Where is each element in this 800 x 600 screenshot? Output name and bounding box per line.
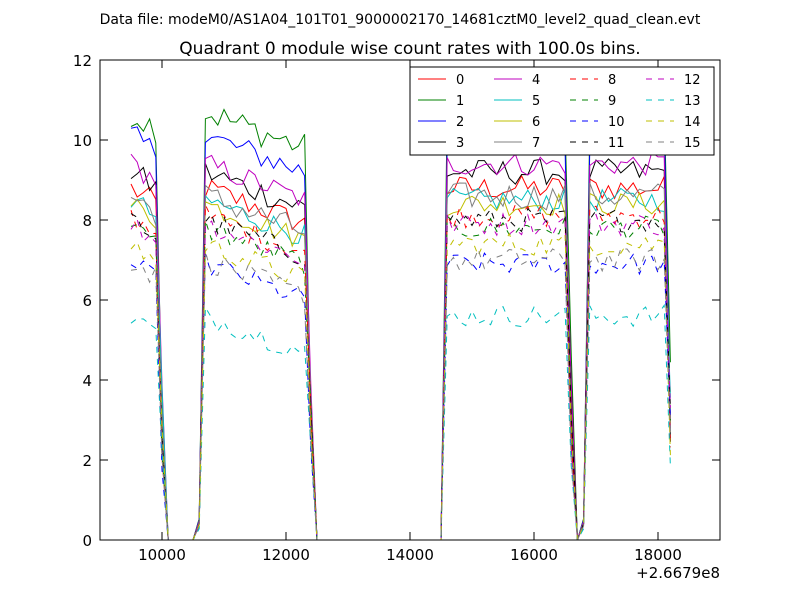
- legend-label-13: 13: [684, 94, 701, 109]
- x-offset-label: +2.6679e8: [636, 564, 720, 582]
- y-tick-label: 8: [82, 212, 92, 230]
- x-tick-label: 12000: [262, 546, 310, 564]
- legend-label-14: 14: [684, 115, 701, 130]
- series-line-11: [130, 207, 671, 540]
- legend-label-8: 8: [608, 73, 616, 88]
- y-tick-label: 4: [82, 372, 92, 390]
- x-tick-label: 16000: [510, 546, 558, 564]
- legend-label-9: 9: [608, 94, 616, 109]
- legend-label-5: 5: [532, 94, 540, 109]
- legend-label-1: 1: [456, 94, 464, 109]
- legend-label-7: 7: [532, 136, 540, 151]
- legend-label-3: 3: [456, 136, 464, 151]
- series-line-14: [130, 232, 671, 540]
- series-lines: [130, 96, 671, 540]
- legend-label-15: 15: [684, 136, 701, 151]
- legend-label-6: 6: [532, 115, 540, 130]
- y-tick-label: 6: [82, 292, 92, 310]
- plot-area: 10000 12000 14000 16000 18000024681012012345…: [73, 52, 721, 564]
- y-tick-label: 2: [82, 452, 92, 470]
- x-tick-label: 18000: [634, 546, 682, 564]
- x-tick-label: 10000: [138, 546, 186, 564]
- legend-frame: [409, 66, 715, 156]
- legend-label-4: 4: [532, 73, 540, 88]
- legend-label-11: 11: [608, 136, 625, 151]
- y-tick-label: 10: [73, 132, 92, 150]
- legend-label-12: 12: [684, 73, 701, 88]
- legend-label-2: 2: [456, 115, 464, 130]
- legend-label-0: 0: [456, 73, 464, 88]
- y-tick-label: 12: [73, 52, 92, 70]
- series-line-13: [130, 303, 671, 540]
- suptitle: Data file: modeM0/AS1A04_101T01_90000021…: [100, 12, 701, 28]
- y-tick-label: 0: [82, 532, 92, 550]
- x-tick-label: 14000: [386, 546, 434, 564]
- chart-title: Quadrant 0 module wise count rates with …: [179, 39, 640, 59]
- legend-label-10: 10: [608, 115, 625, 130]
